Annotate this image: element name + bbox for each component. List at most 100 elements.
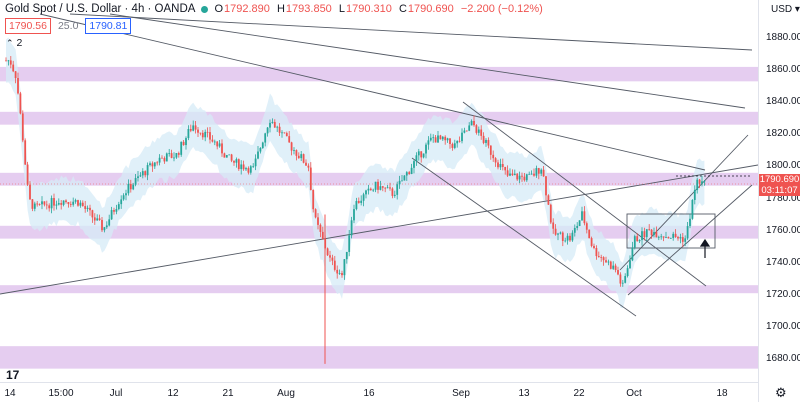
trendline-2[interactable] <box>109 13 746 109</box>
trendline-4[interactable] <box>0 164 758 295</box>
tradingview-logo[interactable]: 17 <box>6 368 20 382</box>
candle-body <box>439 135 442 140</box>
sr-zone[interactable] <box>0 111 758 125</box>
candle-body <box>511 173 514 176</box>
candle-body <box>571 232 574 241</box>
candle-body <box>681 237 684 242</box>
candle-body <box>300 154 303 159</box>
gear-icon[interactable]: ⚙ <box>775 385 787 400</box>
candle-body <box>578 220 581 226</box>
indicators-toggle[interactable]: ⌃ 2 <box>6 37 22 49</box>
candle-body <box>405 172 408 176</box>
candle-body <box>158 157 161 163</box>
candle-body <box>187 129 190 139</box>
symbol-label[interactable]: Gold Spot / U.S. Dollar · 4h · OANDA <box>5 3 196 15</box>
candle-body <box>333 260 336 270</box>
candle-body <box>441 136 444 140</box>
candle-body <box>525 174 528 181</box>
consolidation-rectangle[interactable] <box>626 213 716 249</box>
candle-body <box>506 170 509 176</box>
price-tick: 1720.000 <box>766 289 800 300</box>
candle-body <box>398 180 401 185</box>
candle-body <box>357 200 360 203</box>
order-panel: 1790.56 25.0 1790.81 <box>5 18 132 34</box>
candle-body <box>451 143 454 148</box>
candle-body <box>221 143 223 154</box>
close-label: C <box>398 3 407 15</box>
candle-body <box>379 186 382 190</box>
candle-body <box>12 64 15 72</box>
candle-body <box>38 204 41 205</box>
price-tick: 1820.000 <box>766 128 800 139</box>
candle-body <box>86 207 89 209</box>
candle-body <box>662 236 665 238</box>
candle-body <box>264 133 267 143</box>
trendline-1[interactable] <box>69 13 753 51</box>
candle-body <box>41 201 43 205</box>
candle-body <box>21 113 24 141</box>
sell-button[interactable]: 1790.56 <box>5 18 51 34</box>
candle-body <box>317 217 319 225</box>
candle-body <box>583 211 586 224</box>
price-tick: 1800.000 <box>766 160 800 171</box>
candle-body <box>650 229 653 236</box>
candle-body <box>602 257 605 261</box>
candle-body <box>540 169 543 174</box>
candle-body <box>81 202 84 207</box>
candle-body <box>271 121 274 123</box>
time-axis[interactable] <box>0 382 758 402</box>
candle-body <box>197 129 199 133</box>
candles <box>5 56 706 364</box>
time-tick: Oct <box>626 388 642 399</box>
candle-body <box>211 139 214 142</box>
candle-body <box>161 157 163 159</box>
candle-body <box>422 153 425 158</box>
price-axis[interactable] <box>758 0 800 402</box>
candle-body <box>391 188 394 196</box>
candle-body <box>122 195 125 200</box>
candle-body <box>29 184 31 200</box>
last-price-badge: 1790.690 03:11:07 <box>759 174 800 196</box>
candle-body <box>672 233 675 238</box>
change-value: −2.200 (−0.12%) <box>460 3 543 15</box>
trendline-3[interactable] <box>39 13 706 171</box>
candle-body <box>477 129 480 133</box>
sr-zone[interactable] <box>0 346 758 369</box>
candle-body <box>408 172 411 175</box>
sr-zone[interactable] <box>0 285 758 294</box>
candle-body <box>259 147 262 152</box>
candle-body <box>249 166 252 173</box>
candle-body <box>564 240 567 242</box>
candle-body <box>633 236 636 248</box>
candle-body <box>367 188 370 191</box>
candle-body <box>638 240 641 242</box>
candle-body <box>245 168 247 170</box>
channel-lower[interactable] <box>411 157 637 317</box>
up-arrow-icon[interactable] <box>699 238 711 258</box>
candle-body <box>177 153 180 155</box>
candle-body <box>468 125 471 131</box>
candle-body <box>281 132 283 134</box>
candle-body <box>686 226 689 239</box>
candle-body <box>360 200 363 203</box>
price-chart[interactable] <box>0 0 758 382</box>
candle-body <box>144 171 147 176</box>
candle-body <box>31 199 34 209</box>
candle-body <box>242 164 245 170</box>
market-open-icon <box>201 5 209 13</box>
trendlines[interactable] <box>0 13 758 317</box>
chart-legend: Gold Spot / U.S. Dollar · 4h · OANDA O17… <box>5 3 547 15</box>
candle-body <box>209 132 211 140</box>
candle-body <box>175 153 178 158</box>
rising-line-upper[interactable] <box>619 134 749 271</box>
candle-body <box>499 164 502 168</box>
candle-body <box>273 121 276 128</box>
rising-line-lower[interactable] <box>627 184 753 296</box>
buy-button[interactable]: 1790.81 <box>85 18 132 34</box>
candle-body <box>585 223 588 230</box>
candle-body <box>182 141 185 146</box>
sr-zone[interactable] <box>0 66 758 82</box>
channel-upper[interactable] <box>462 101 707 287</box>
candle-body <box>605 260 607 263</box>
currency-selector[interactable]: USD ▾ <box>771 4 800 15</box>
